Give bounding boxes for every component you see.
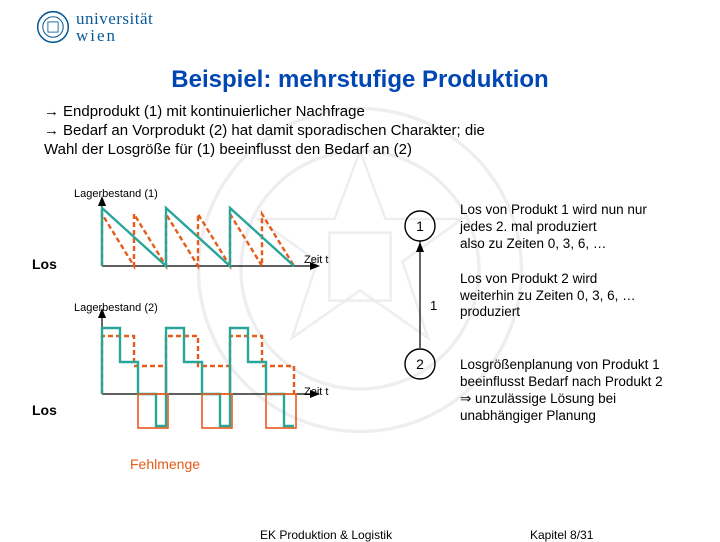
fehlmenge-label: Fehlmenge: [130, 456, 200, 472]
node-diagram: 1 1 2: [390, 200, 450, 390]
node-1-text: 1: [416, 218, 424, 234]
slide-title: Beispiel: mehrstufige Produktion: [0, 66, 720, 94]
node-2-text: 2: [416, 356, 424, 372]
los1-label: Los: [32, 256, 57, 272]
bullet-1: Endprodukt (1) mit kontinuierlicher Nach…: [44, 102, 676, 121]
note-1: Los von Produkt 1 wird nun nur jedes 2. …: [460, 202, 696, 253]
chart-1: [64, 194, 334, 284]
zeit1-label: Zeit t: [304, 254, 328, 266]
chart-2: [64, 306, 334, 466]
university-logo: universität wien: [36, 10, 153, 44]
bullet-2b: Wahl der Losgröße für (1) beeinflusst de…: [44, 141, 412, 158]
right-notes: Los von Produkt 1 wird nun nur jedes 2. …: [460, 202, 696, 443]
charts-area: Lagerbestand (1) Zeit t Los Lagerbestand…: [34, 194, 364, 474]
note-2: Los von Produkt 2 wird weiterhin zu Zeit…: [460, 271, 696, 322]
edge-label: 1: [430, 298, 437, 313]
los2-label: Los: [32, 402, 57, 418]
bullet-2a: Bedarf an Vorprodukt (2) hat damit spora…: [44, 122, 485, 139]
logo-line2: wien: [76, 27, 153, 44]
seal-icon: [36, 10, 70, 44]
note-3: Losgrößenplanung von Produkt 1 beeinflus…: [460, 357, 696, 425]
body-text: Endprodukt (1) mit kontinuierlicher Nach…: [44, 102, 676, 160]
logo-line1: universität: [76, 10, 153, 27]
zeit2-label: Zeit t: [304, 386, 328, 398]
